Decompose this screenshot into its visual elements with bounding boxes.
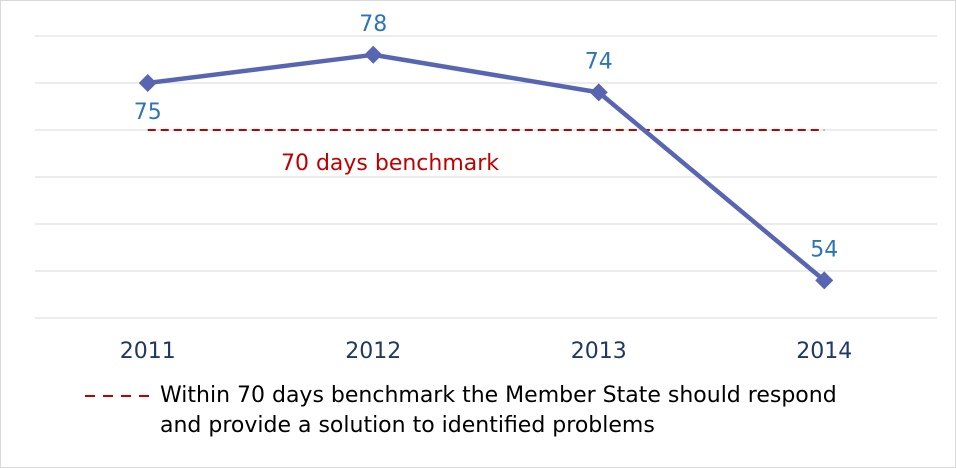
data-point: [589, 83, 608, 102]
benchmark-label: 70 days benchmark: [281, 151, 499, 176]
x-tick-label: 2014: [796, 339, 852, 364]
legend-text: and provide a solution to identified pro…: [160, 413, 655, 438]
x-tick-label: 2012: [345, 339, 401, 364]
data-point: [364, 45, 383, 64]
data-label: 54: [810, 237, 838, 262]
x-tick-label: 2013: [571, 339, 627, 364]
data-point: [815, 271, 834, 290]
data-label: 78: [359, 12, 387, 37]
x-tick-label: 2011: [120, 339, 176, 364]
data-label: 74: [585, 49, 613, 74]
data-line: [147, 52, 826, 283]
data-point: [138, 74, 157, 92]
data-label: 75: [134, 100, 162, 125]
legend-text: Within 70 days benchmark the Member Stat…: [160, 383, 837, 408]
